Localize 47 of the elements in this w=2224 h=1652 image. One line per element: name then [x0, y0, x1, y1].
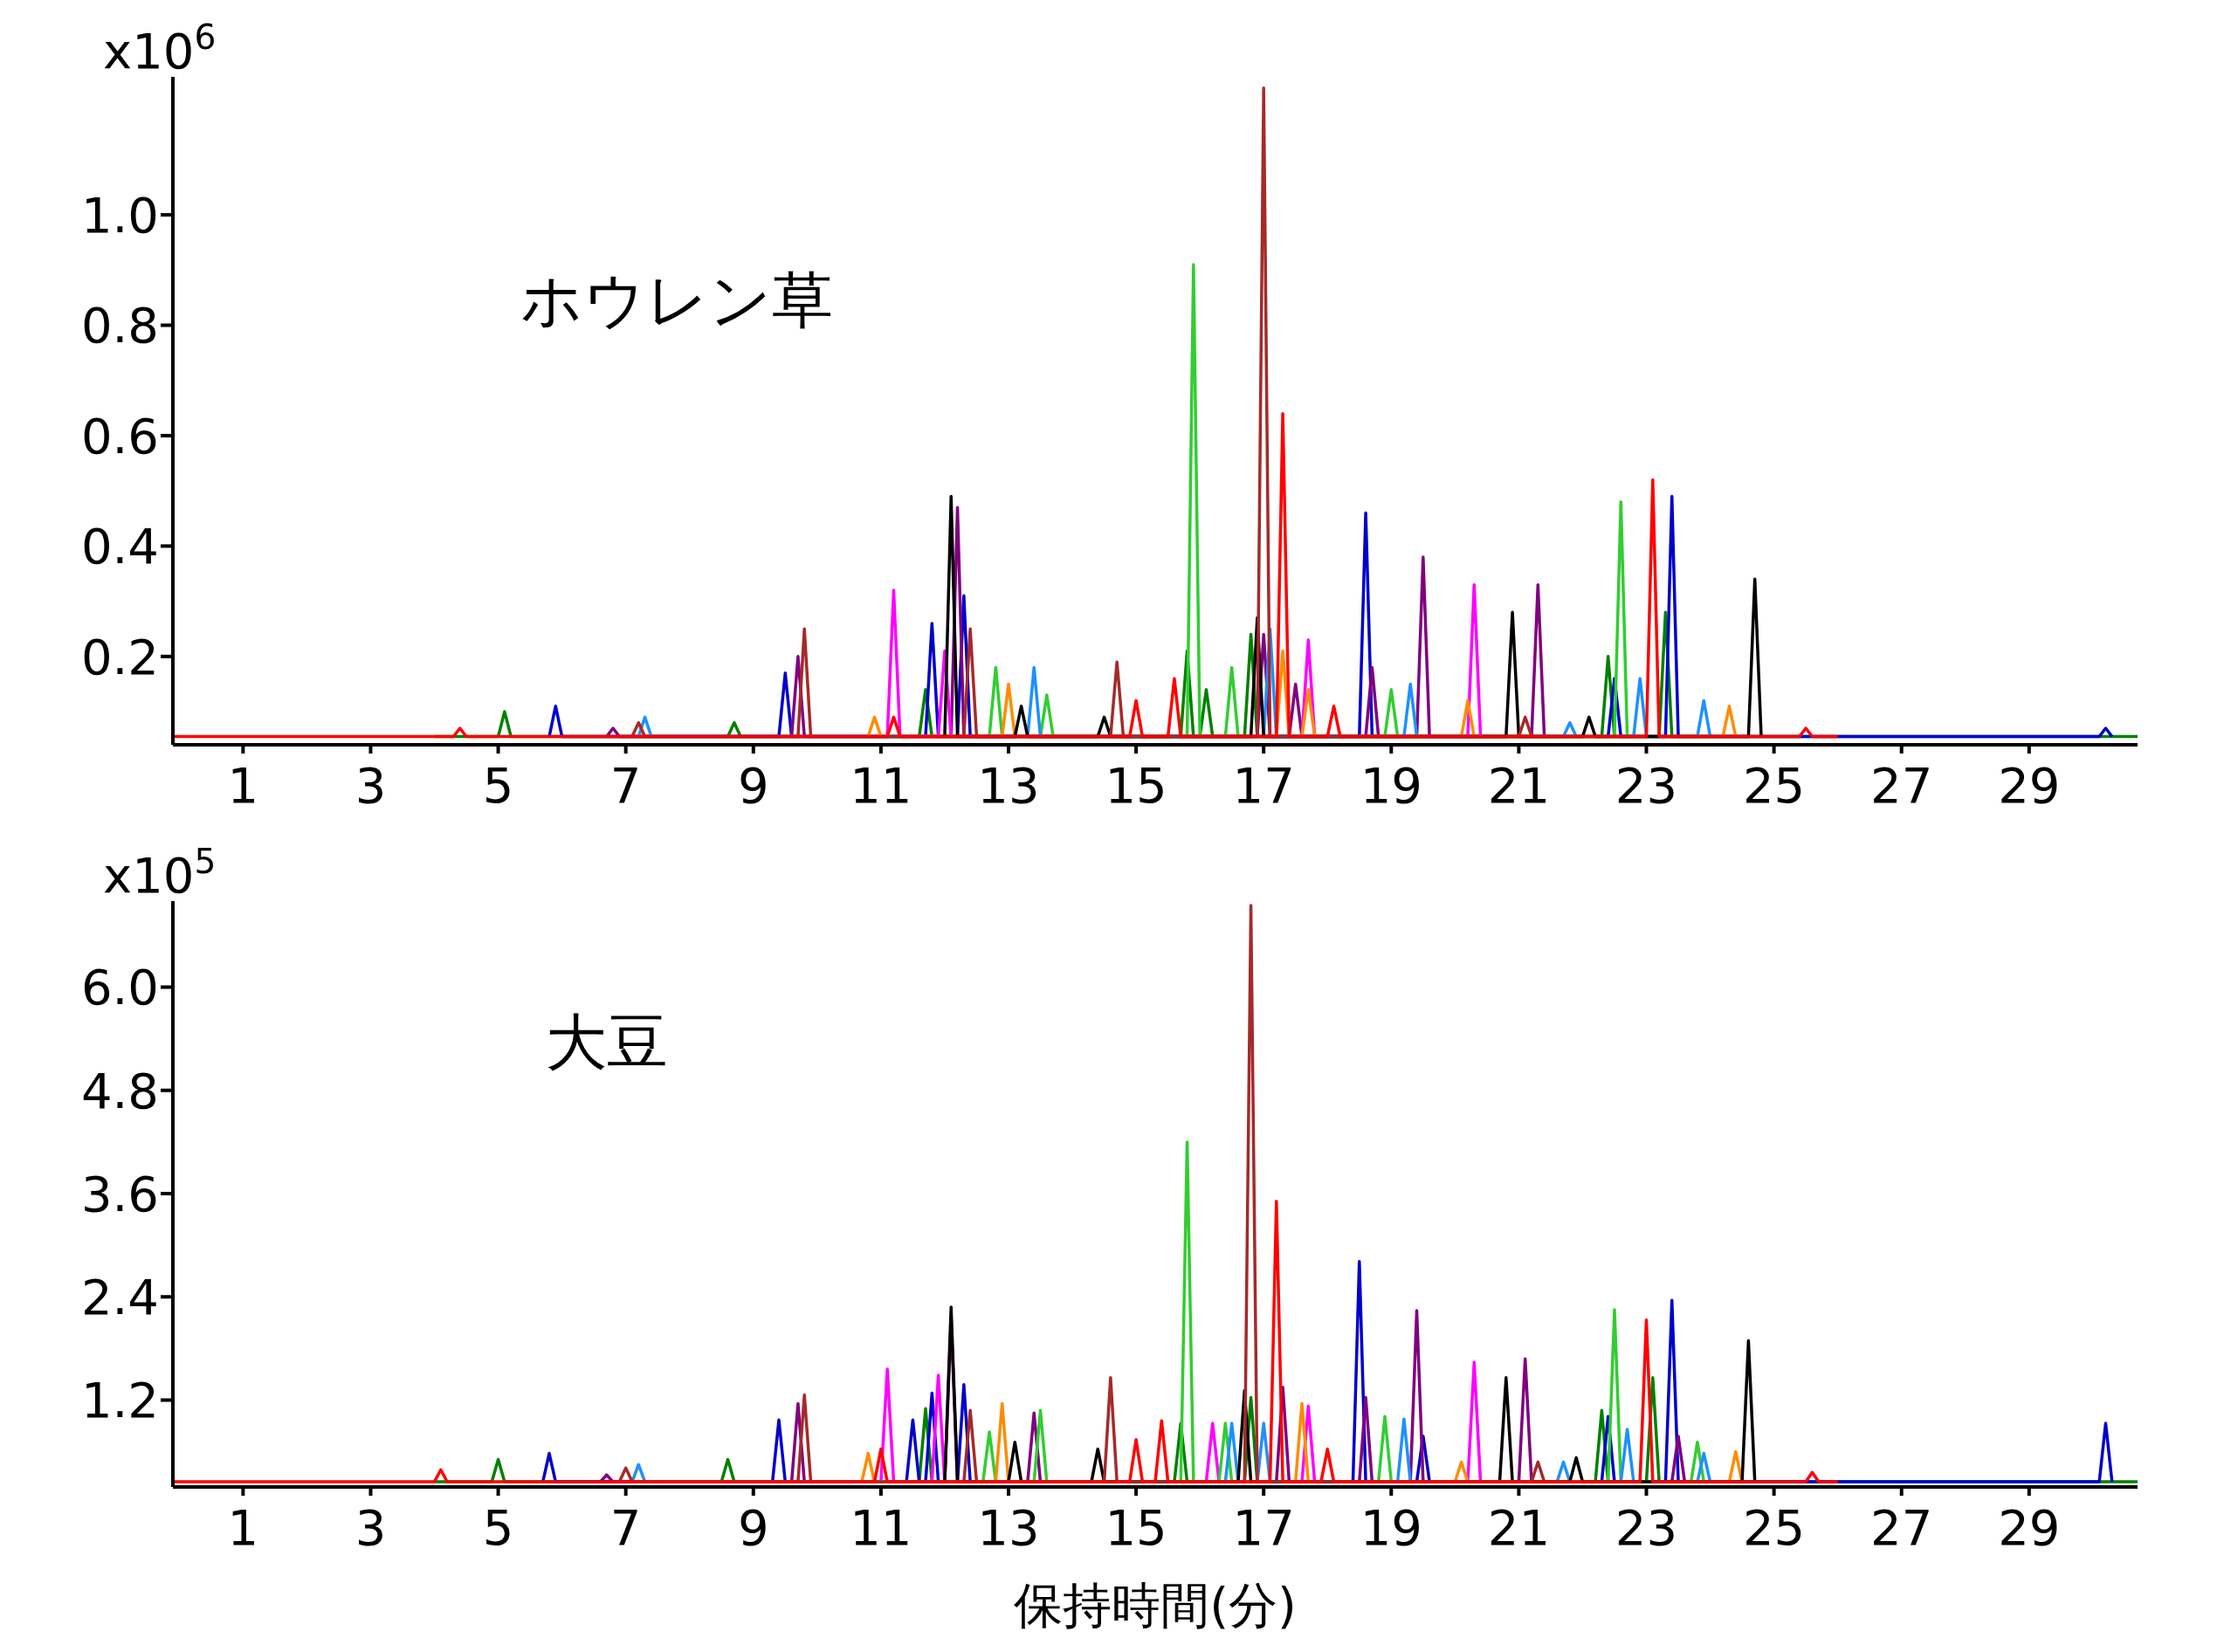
y-tick-label: 0.6: [80, 407, 159, 465]
x-tick-label: 11: [850, 1498, 912, 1556]
y-axis-title: x10$^{5}$: [103, 841, 217, 904]
line-series: [173, 411, 1840, 739]
x-tick-label: 19: [1360, 1498, 1422, 1556]
x-tick-label: 25: [1742, 756, 1806, 814]
x-tick-label: 29: [1998, 756, 2061, 814]
x-tick-label: 15: [1105, 1498, 1167, 1556]
x-tick-label: 11: [850, 756, 912, 814]
x-tick-label: 9: [737, 1498, 769, 1556]
x-tick-label: 29: [1998, 1498, 2061, 1556]
y-tick-label: 0.4: [80, 518, 159, 575]
x-tick-label: 25: [1742, 1498, 1806, 1556]
y-tick-label: 6.0: [80, 959, 159, 1016]
y-axis-title: x10$^{6}$: [103, 17, 217, 79]
y-tick-label: 3.6: [80, 1165, 159, 1222]
x-tick-label: 13: [977, 756, 1040, 814]
x-tick-label: 21: [1487, 1498, 1551, 1556]
x-tick-label: 15: [1105, 756, 1167, 814]
annotation: ホウレン草: [520, 264, 833, 338]
x-tick-label: 23: [1615, 756, 1678, 814]
x-tick-label: 17: [1232, 1498, 1295, 1556]
y-tick-label: 4.8: [80, 1062, 159, 1119]
x-tick-label: 5: [482, 1498, 514, 1556]
x-tick-label: 7: [609, 756, 642, 814]
y-tick-label: 1.2: [80, 1372, 159, 1429]
x-tick-label: 3: [355, 1498, 387, 1556]
x-tick-label: 17: [1232, 756, 1295, 814]
y-tick-label: 2.4: [80, 1269, 159, 1326]
x-tick-label: 5: [482, 756, 514, 814]
x-tick-label: 27: [1870, 1498, 1933, 1556]
x-tick-label: 3: [355, 756, 387, 814]
y-tick-label: 0.2: [80, 628, 159, 685]
x-tick-label: 13: [977, 1498, 1040, 1556]
x-tick-label: 19: [1360, 756, 1422, 814]
x-tick-label: 1: [227, 1498, 259, 1556]
x-tick-label: 9: [737, 756, 769, 814]
x-tick-label: 23: [1615, 1498, 1678, 1556]
y-tick-label: 0.8: [80, 297, 159, 354]
x-tick-label: 27: [1870, 756, 1933, 814]
x-tick-label: 1: [227, 756, 259, 814]
x-tick-label: 21: [1487, 756, 1551, 814]
x-axis-title: 保持時間(分): [1014, 1577, 1297, 1634]
annotation: 大豆: [546, 1006, 668, 1080]
y-tick-label: 1.0: [80, 186, 159, 244]
line-series: [173, 1200, 1840, 1483]
x-tick-label: 7: [609, 1498, 642, 1556]
